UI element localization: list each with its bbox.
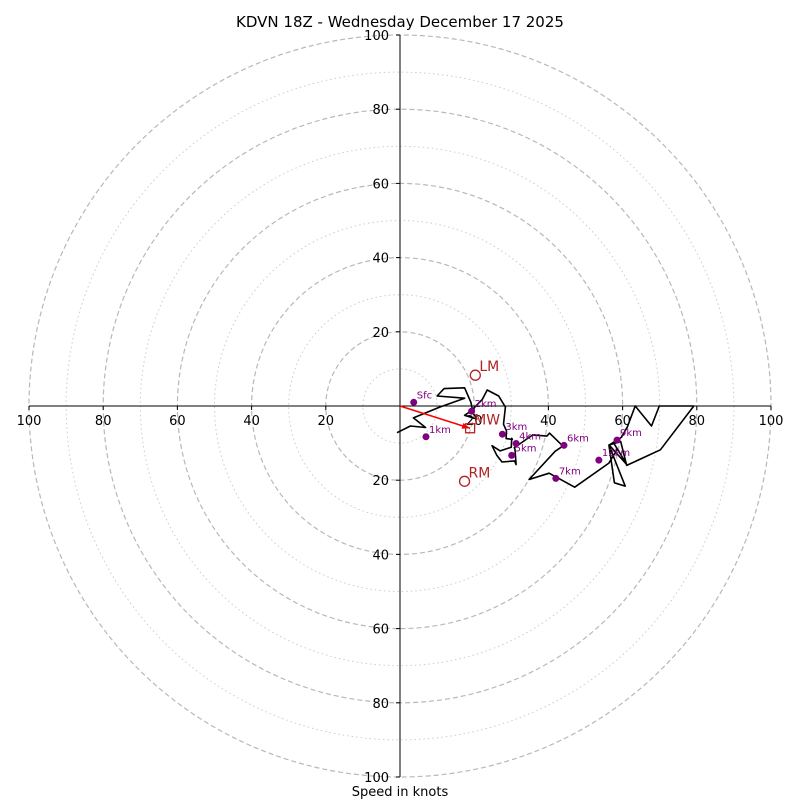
- height-point-label: 4km: [519, 431, 541, 442]
- y-tick-label: 100: [364, 29, 389, 44]
- x-tick-label: 80: [95, 414, 112, 429]
- y-tick-label: 60: [372, 177, 389, 192]
- height-point-9km: [613, 436, 621, 444]
- height-point-label: 1km: [429, 425, 451, 436]
- height-point-sfc: [410, 398, 418, 406]
- y-tick-label: 20: [372, 474, 389, 489]
- height-point-6km: [560, 441, 568, 449]
- storm-motion-layer: LM MW RM: [458, 359, 500, 487]
- height-point-2km: [468, 407, 476, 415]
- y-tick-label: 40: [372, 252, 389, 267]
- height-point-12km: [595, 456, 603, 464]
- height-point-3km: [498, 430, 506, 438]
- height-point-label: 6km: [567, 433, 589, 444]
- x-tick-label: 60: [614, 414, 631, 429]
- height-point-7km: [552, 474, 560, 482]
- height-point-label: 5km: [515, 443, 537, 454]
- height-point-5km: [508, 451, 516, 459]
- height-point-label: 2km: [475, 399, 497, 410]
- x-tick-label: 20: [318, 414, 335, 429]
- height-point-1km: [422, 433, 430, 441]
- y-tick-label: 80: [372, 697, 389, 712]
- shear-vector-line: [399, 405, 471, 429]
- hodograph-trace: [396, 386, 695, 489]
- height-point-label: 12km: [602, 448, 630, 459]
- x-tick-label: 40: [540, 414, 557, 429]
- height-point-label: 9km: [620, 428, 642, 439]
- x-tick-label: 40: [243, 414, 260, 429]
- x-axis-label: Speed in knots: [352, 785, 449, 800]
- y-tick-label: 40: [372, 548, 389, 563]
- storm-motion-lm-marker: [469, 369, 481, 381]
- x-tick-label: 80: [689, 414, 706, 429]
- hodograph-trace-layer: [396, 386, 695, 489]
- height-point-label: 7km: [559, 466, 581, 477]
- storm-motion-mw-label: MW: [474, 412, 500, 428]
- height-point-label: 3km: [505, 422, 527, 433]
- x-tick-label: 60: [169, 414, 186, 429]
- storm-motion-lm-label: LM: [479, 359, 499, 375]
- height-point-label: Sfc: [417, 390, 432, 401]
- height-point-4km: [512, 439, 520, 447]
- y-tick-label: 80: [372, 103, 389, 118]
- x-tick-label: 100: [17, 414, 42, 429]
- tick-labels: 100 80 60 40 20 20 40 60 80 100100806040202040608…: [17, 29, 784, 786]
- y-tick-label: 60: [372, 623, 389, 638]
- chart-title: KDVN 18Z - Wednesday December 17 2025: [236, 13, 564, 31]
- y-tick-label: 20: [372, 326, 389, 341]
- storm-motion-mw-marker: [464, 423, 476, 434]
- storm-motion-rm-label: RM: [469, 465, 491, 481]
- y-tick-label: 100: [364, 771, 389, 786]
- storm-motion-rm-marker: [458, 475, 471, 487]
- x-tick-label: 100: [759, 414, 784, 429]
